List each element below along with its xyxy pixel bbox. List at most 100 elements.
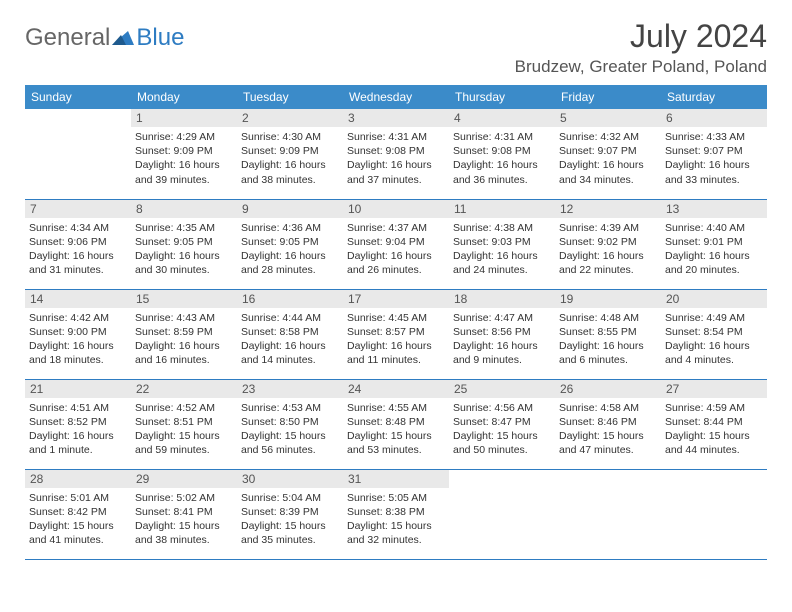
sunrise-text: Sunrise: 4:48 AM <box>559 311 657 325</box>
day-details: Sunrise: 5:02 AMSunset: 8:41 PMDaylight:… <box>135 491 233 548</box>
day-details: Sunrise: 4:37 AMSunset: 9:04 PMDaylight:… <box>347 221 445 278</box>
calendar-cell: 8Sunrise: 4:35 AMSunset: 9:05 PMDaylight… <box>131 199 237 289</box>
sunset-text: Sunset: 8:51 PM <box>135 415 233 429</box>
calendar-cell: 22Sunrise: 4:52 AMSunset: 8:51 PMDayligh… <box>131 379 237 469</box>
daylight-text: Daylight: 16 hours and 16 minutes. <box>135 339 233 367</box>
sunset-text: Sunset: 9:03 PM <box>453 235 551 249</box>
sunset-text: Sunset: 9:09 PM <box>241 144 339 158</box>
daylight-text: Daylight: 16 hours and 6 minutes. <box>559 339 657 367</box>
daylight-text: Daylight: 16 hours and 26 minutes. <box>347 249 445 277</box>
day-details: Sunrise: 4:29 AMSunset: 9:09 PMDaylight:… <box>135 130 233 187</box>
sunrise-text: Sunrise: 4:53 AM <box>241 401 339 415</box>
daylight-text: Daylight: 15 hours and 44 minutes. <box>665 429 763 457</box>
sunrise-text: Sunrise: 4:55 AM <box>347 401 445 415</box>
title-block: July 2024 Brudzew, Greater Poland, Polan… <box>515 18 767 77</box>
daylight-text: Daylight: 15 hours and 35 minutes. <box>241 519 339 547</box>
sunset-text: Sunset: 8:54 PM <box>665 325 763 339</box>
day-number: 11 <box>449 200 555 218</box>
calendar-cell: 4Sunrise: 4:31 AMSunset: 9:08 PMDaylight… <box>449 109 555 199</box>
day-number: 23 <box>237 380 343 398</box>
daylight-text: Daylight: 16 hours and 39 minutes. <box>135 158 233 186</box>
day-details: Sunrise: 4:44 AMSunset: 8:58 PMDaylight:… <box>241 311 339 368</box>
daylight-text: Daylight: 16 hours and 34 minutes. <box>559 158 657 186</box>
calendar-cell: 29 Sunrise: 5:02 AMSunset: 8:41 PMDayligh… <box>131 469 237 559</box>
sunset-text: Sunset: 8:39 PM <box>241 505 339 519</box>
calendar-cell: 31Sunrise: 5:05 AMSunset: 8:38 PMDayligh… <box>343 469 449 559</box>
sunrise-text: Sunrise: 4:30 AM <box>241 130 339 144</box>
day-number: 17 <box>343 290 449 308</box>
day-number: 5 <box>555 109 661 127</box>
day-number: 6 <box>661 109 767 127</box>
daylight-text: Daylight: 16 hours and 18 minutes. <box>29 339 127 367</box>
calendar-cell: 13Sunrise: 4:40 AMSunset: 9:01 PMDayligh… <box>661 199 767 289</box>
sunset-text: Sunset: 9:01 PM <box>665 235 763 249</box>
day-details: Sunrise: 4:45 AMSunset: 8:57 PMDaylight:… <box>347 311 445 368</box>
calendar-cell: 5Sunrise: 4:32 AMSunset: 9:07 PMDaylight… <box>555 109 661 199</box>
day-details: Sunrise: 4:52 AMSunset: 8:51 PMDaylight:… <box>135 401 233 458</box>
day-number: 24 <box>343 380 449 398</box>
day-details: Sunrise: 4:30 AMSunset: 9:09 PMDaylight:… <box>241 130 339 187</box>
sunset-text: Sunset: 8:41 PM <box>135 505 233 519</box>
daylight-text: Daylight: 16 hours and 22 minutes. <box>559 249 657 277</box>
day-number: 4 <box>449 109 555 127</box>
daylight-text: Daylight: 16 hours and 11 minutes. <box>347 339 445 367</box>
calendar-cell: 21Sunrise: 4:51 AMSunset: 8:52 PMDayligh… <box>25 379 131 469</box>
calendar-cell: 12Sunrise: 4:39 AMSunset: 9:02 PMDayligh… <box>555 199 661 289</box>
day-details: Sunrise: 4:53 AMSunset: 8:50 PMDaylight:… <box>241 401 339 458</box>
day-number: 2 <box>237 109 343 127</box>
day-number: 25 <box>449 380 555 398</box>
sunrise-text: Sunrise: 4:58 AM <box>559 401 657 415</box>
day-details: Sunrise: 4:48 AMSunset: 8:55 PMDaylight:… <box>559 311 657 368</box>
brand-part2: Blue <box>136 24 184 52</box>
day-number: 12 <box>555 200 661 218</box>
day-details: Sunrise: 4:31 AMSunset: 9:08 PMDaylight:… <box>347 130 445 187</box>
sunset-text: Sunset: 8:48 PM <box>347 415 445 429</box>
day-number: 7 <box>25 200 131 218</box>
sunrise-text: Sunrise: 5:05 AM <box>347 491 445 505</box>
daylight-text: Daylight: 16 hours and 38 minutes. <box>241 158 339 186</box>
calendar-cell: 6Sunrise: 4:33 AMSunset: 9:07 PMDaylight… <box>661 109 767 199</box>
sunset-text: Sunset: 8:38 PM <box>347 505 445 519</box>
header: General Blue July 2024 Brudzew, Greater … <box>25 18 767 77</box>
day-number: 1 <box>131 109 237 127</box>
calendar-table: SundayMondayTuesdayWednesdayThursdayFrid… <box>25 85 767 560</box>
day-number: 18 <box>449 290 555 308</box>
sunrise-text: Sunrise: 4:33 AM <box>665 130 763 144</box>
day-details: Sunrise: 5:01 AMSunset: 8:42 PMDaylight:… <box>29 491 127 548</box>
day-details: Sunrise: 4:56 AMSunset: 8:47 PMDaylight:… <box>453 401 551 458</box>
daylight-text: Daylight: 15 hours and 47 minutes. <box>559 429 657 457</box>
calendar-cell: 15Sunrise: 4:43 AMSunset: 8:59 PMDayligh… <box>131 289 237 379</box>
daylight-text: Daylight: 15 hours and 50 minutes. <box>453 429 551 457</box>
day-number: 29 <box>131 470 237 488</box>
sunset-text: Sunset: 8:59 PM <box>135 325 233 339</box>
calendar-cell: 17 Sunrise: 4:45 AMSunset: 8:57 PMDayligh… <box>343 289 449 379</box>
daylight-text: Daylight: 15 hours and 53 minutes. <box>347 429 445 457</box>
sunrise-text: Sunrise: 5:01 AM <box>29 491 127 505</box>
daylight-text: Daylight: 16 hours and 9 minutes. <box>453 339 551 367</box>
sunrise-text: Sunrise: 4:52 AM <box>135 401 233 415</box>
sunrise-text: Sunrise: 4:59 AM <box>665 401 763 415</box>
sunset-text: Sunset: 9:04 PM <box>347 235 445 249</box>
sunset-text: Sunset: 9:07 PM <box>665 144 763 158</box>
sunrise-text: Sunrise: 4:44 AM <box>241 311 339 325</box>
calendar-cell: 1 Sunrise: 4:29 AMSunset: 9:09 PMDaylight… <box>131 109 237 199</box>
sunset-text: Sunset: 9:06 PM <box>29 235 127 249</box>
weekday-header: Monday <box>131 85 237 109</box>
sunrise-text: Sunrise: 4:45 AM <box>347 311 445 325</box>
sunset-text: Sunset: 9:05 PM <box>135 235 233 249</box>
sunset-text: Sunset: 9:08 PM <box>347 144 445 158</box>
sunrise-text: Sunrise: 4:39 AM <box>559 221 657 235</box>
calendar-cell: 27Sunrise: 4:59 AMSunset: 8:44 PMDayligh… <box>661 379 767 469</box>
day-details: Sunrise: 4:47 AMSunset: 8:56 PMDaylight:… <box>453 311 551 368</box>
daylight-text: Daylight: 15 hours and 41 minutes. <box>29 519 127 547</box>
calendar-week: 21Sunrise: 4:51 AMSunset: 8:52 PMDayligh… <box>25 379 767 469</box>
sunset-text: Sunset: 9:08 PM <box>453 144 551 158</box>
day-details: Sunrise: 4:36 AMSunset: 9:05 PMDaylight:… <box>241 221 339 278</box>
daylight-text: Daylight: 16 hours and 31 minutes. <box>29 249 127 277</box>
daylight-text: Daylight: 16 hours and 14 minutes. <box>241 339 339 367</box>
sunrise-text: Sunrise: 4:35 AM <box>135 221 233 235</box>
sunrise-text: Sunrise: 4:36 AM <box>241 221 339 235</box>
weekday-header: Wednesday <box>343 85 449 109</box>
sunset-text: Sunset: 9:09 PM <box>135 144 233 158</box>
weekday-header: Friday <box>555 85 661 109</box>
